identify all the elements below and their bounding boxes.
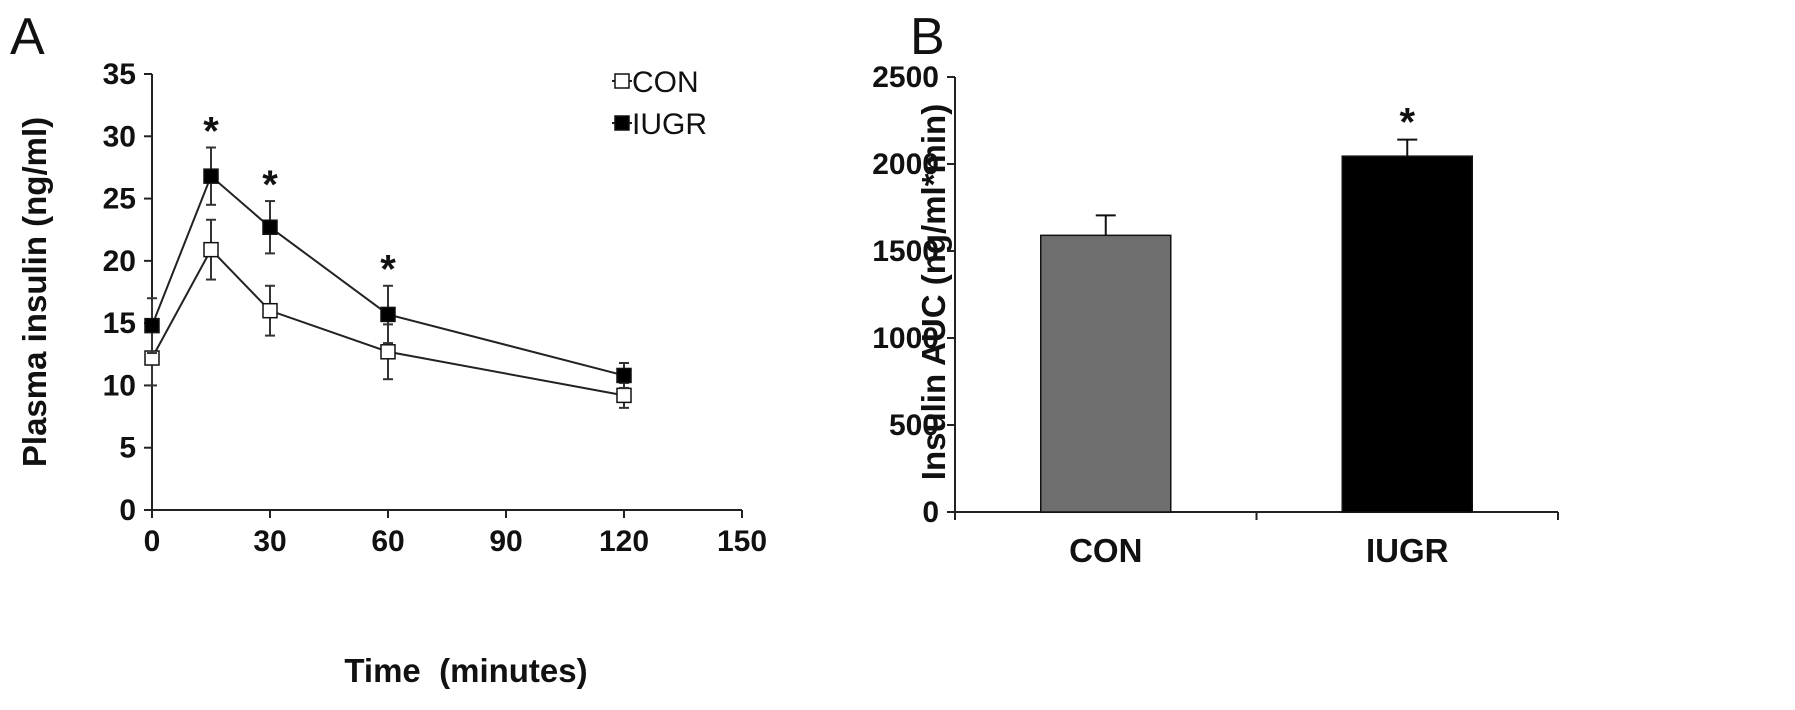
panel-a-legend-iugr-label: IUGR	[632, 108, 707, 141]
panel-b-y-tick-label: 1500	[872, 235, 939, 268]
panel-a-y-tick-label: 5	[119, 432, 136, 465]
panel-b-significance-marker: *	[1399, 101, 1415, 145]
panel-a-significance-marker: *	[262, 163, 278, 207]
panel-a-iugr-point	[262, 219, 278, 235]
panel-a-y-tick-label: 20	[103, 245, 136, 278]
panel-a-x-tick-label: 30	[253, 525, 286, 558]
panel-a-letter: A	[10, 8, 45, 66]
panel-a-x-tick-label: 0	[144, 525, 161, 558]
panel-b-bar-con	[1040, 234, 1172, 513]
panel-b-category-label-con: CON	[1069, 532, 1142, 569]
panel-a-legend-iugr-marker	[614, 115, 630, 131]
panel-a-significance-marker: *	[203, 109, 219, 153]
panel-a-y-tick-label: 15	[103, 307, 136, 340]
panel-a-con-point	[380, 344, 396, 360]
panel-b-y-tick-label: 0	[922, 496, 939, 529]
panel-a-line-chart: A Plasma insulin (ng/ml) Time (minutes) …	[10, 8, 767, 689]
panel-b-y-tick-label: 2000	[872, 148, 939, 181]
panel-a-y-tick-label: 35	[103, 58, 136, 91]
panel-a-y-tick-label: 0	[119, 494, 136, 527]
panel-b-bar-chart: B Insulin AUC (ng/ml*min) 0 500 1000 1500 20…	[872, 8, 1559, 569]
panel-a-iugr-point	[144, 317, 160, 334]
panel-a-iugr-point	[380, 306, 396, 323]
panel-a-y-axis-title: Plasma insulin (ng/ml)	[16, 117, 53, 467]
panel-a-legend: CON IUGR	[612, 66, 707, 141]
panel-a-con-point	[262, 302, 278, 319]
panel-a-y-tick-label: 30	[103, 120, 136, 153]
panel-a-x-tick-label: 120	[599, 525, 649, 558]
panel-b-y-tick-label: 500	[889, 409, 939, 442]
panel-b-category-label-iugr: IUGR	[1366, 532, 1449, 569]
panel-a-y-tick-label: 10	[103, 369, 136, 402]
panel-a-iugr-point	[616, 367, 632, 384]
panel-a-legend-con-label: CON	[632, 66, 699, 99]
panel-b-y-axis-title: Insulin AUC (ng/ml*min)	[915, 104, 952, 480]
panel-b-y-tick-label: 1000	[872, 322, 939, 355]
panel-a-x-tick-label: 150	[717, 525, 767, 558]
panel-a-x-tick-label: 90	[489, 525, 522, 558]
panel-a-x-tick-label: 60	[371, 525, 404, 558]
panel-a-con-point	[616, 387, 632, 404]
panel-a-y-tick-label: 25	[103, 183, 136, 216]
panel-a-x-axis-title: Time (minutes)	[344, 652, 587, 689]
panel-a-significance-marker: *	[380, 248, 396, 292]
panel-b-bar-iugr	[1341, 155, 1473, 513]
panel-b-letter: B	[910, 8, 945, 66]
panel-a-iugr-point	[203, 168, 219, 184]
panel-a-con-point	[203, 241, 219, 258]
panel-b-y-tick-label: 2500	[872, 61, 939, 94]
panel-a-legend-con-marker	[614, 73, 630, 89]
